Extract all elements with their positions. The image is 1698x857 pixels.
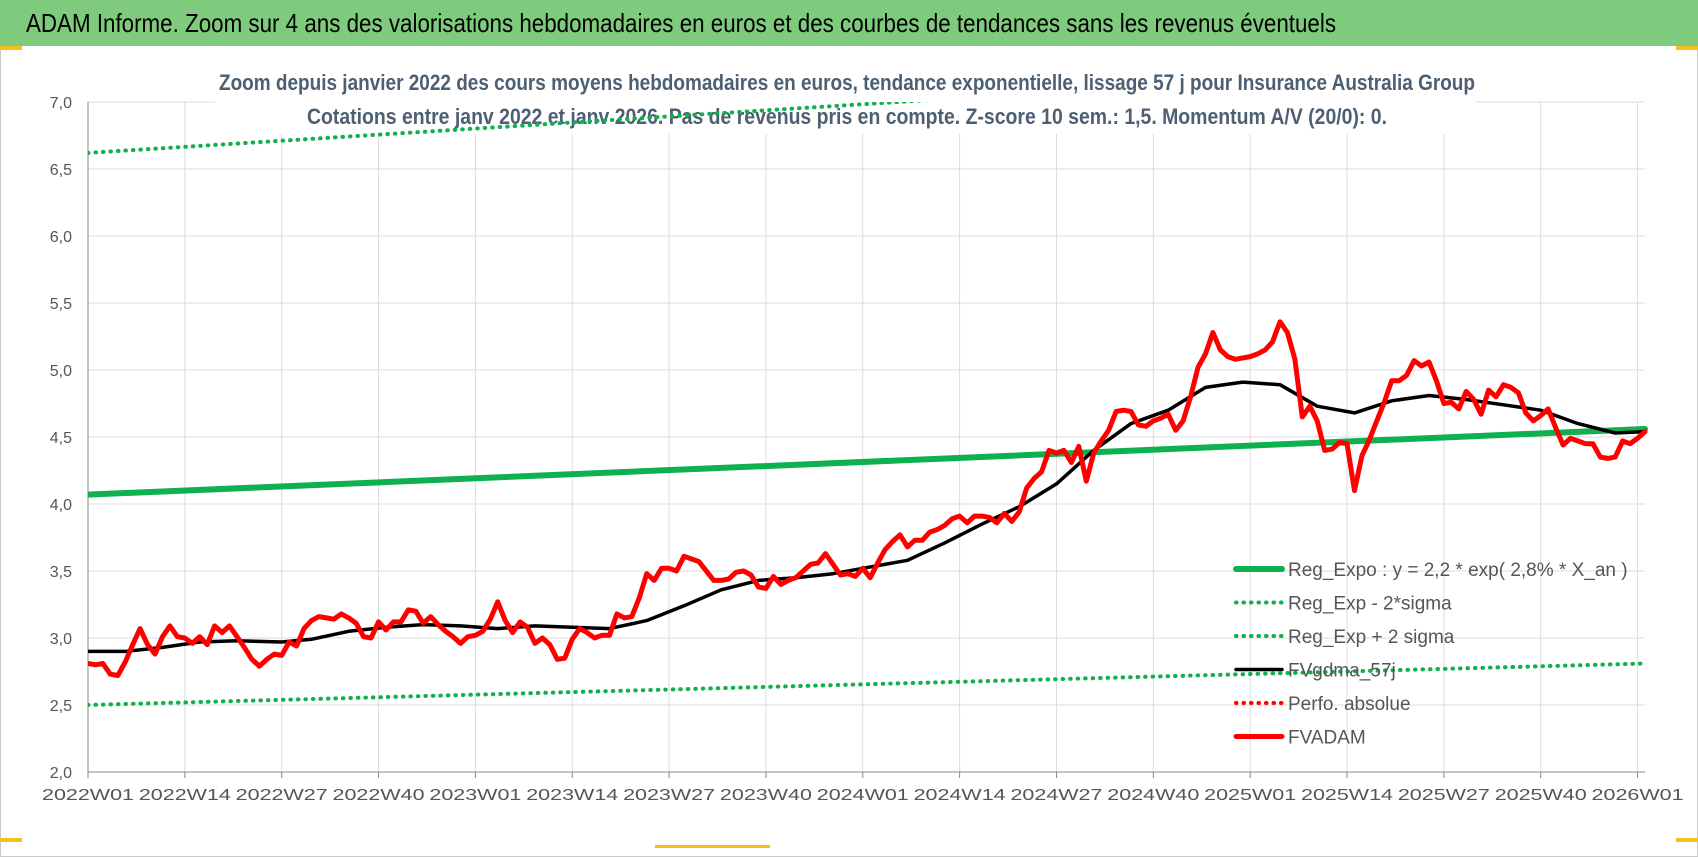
x-tick-label: 2022W40 [333,787,425,804]
y-tick-label: 5,5 [50,296,72,313]
x-tick-label: 2023W40 [720,787,812,804]
legend-label: Reg_Expo : y = 2,2 * exp( 2,8% * X_an ) [1288,560,1628,581]
corner-mark-top-left [0,46,22,50]
x-tick-label: 2024W01 [817,787,909,804]
x-tick-label: 2025W14 [1301,787,1393,804]
chart-title: Zoom depuis janvier 2022 des cours moyen… [219,70,1475,95]
x-tick-label: 2026W01 [1592,787,1684,804]
y-tick-label: 2,0 [50,765,72,782]
reg-expo-line [88,426,1648,498]
y-tick-label: 4,0 [50,497,72,514]
y-tick-label: 3,0 [50,631,72,648]
legend-label: FVgdma_57j [1288,661,1396,682]
x-tick-label: 2022W14 [139,787,231,804]
y-tick-label: 2,5 [50,698,72,715]
series-lines [88,102,1648,707]
x-tick-label: 2023W14 [526,787,618,804]
legend: Reg_Expo : y = 2,2 * exp( 2,8% * X_an ) R… [1233,560,1628,749]
x-tick-label: 2024W40 [1107,787,1199,804]
y-tick-label: 4,5 [50,430,72,447]
x-tick-label: 2024W27 [1010,787,1102,804]
banner-title: ADAM Informe. Zoom sur 4 ans des valoris… [26,8,1337,38]
corner-mark-bottom-center [655,845,770,848]
x-tick-label: 2025W40 [1495,787,1587,804]
x-tick-label: 2025W27 [1398,787,1490,804]
legend-label: FVADAM [1288,728,1366,749]
corner-mark-top-right [1676,46,1698,50]
corner-mark-bottom-left [0,838,22,842]
legend-label: Reg_Exp + 2 sigma [1288,627,1455,648]
banner: ADAM Informe. Zoom sur 4 ans des valoris… [0,0,1698,46]
x-tick-label: 2022W27 [236,787,328,804]
x-tick-label: 2022W01 [42,787,134,804]
subtitle-background [215,62,1475,134]
x-tick-label: 2023W01 [429,787,521,804]
chart-subtitle: Cotations entre janv 2022 et janv 2026. … [307,104,1387,129]
legend-label: Reg_Exp - 2*sigma [1288,594,1452,615]
corner-mark-bottom-right [1676,838,1698,842]
y-tick-label: 7,0 [50,95,72,112]
legend-label: Perfo. absolue [1288,694,1411,715]
x-tick-label: 2025W01 [1204,787,1296,804]
reg-exp-plus-2sigma-line [88,102,931,155]
x-tick-label: 2024W14 [914,787,1006,804]
fvadam-line [88,319,1648,678]
reg-exp-minus-2sigma-line [88,661,1647,707]
axes: 2,0 2,5 3,0 3,5 4,0 4,5 5,0 5,5 6,0 6,5 7,0 2022W01… [42,95,1684,804]
y-tick-label: 3,5 [50,564,72,581]
x-tick-label: 2023W27 [623,787,715,804]
y-tick-label: 6,5 [50,162,72,179]
y-tick-label: 6,0 [50,229,72,246]
y-tick-label: 5,0 [50,363,72,380]
